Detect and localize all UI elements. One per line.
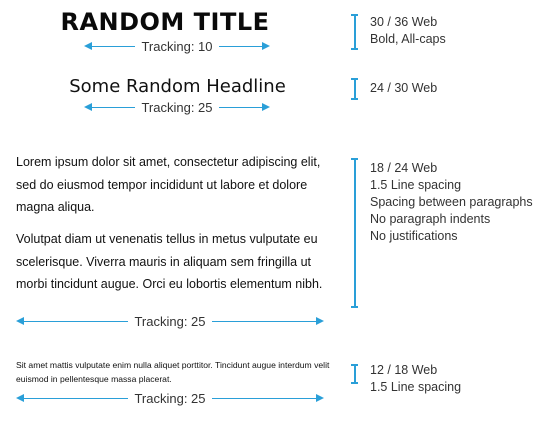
line-height-cap-bottom [351,382,358,384]
line-height-cap-bottom [351,98,358,100]
sample-title-text: RANDOM TITLE [60,8,270,36]
spec-line: Spacing between paragraphs [370,195,533,209]
line-height-bar [354,158,356,308]
line-height-cap-bottom [351,48,358,50]
small-paragraph: Sit amet mattis vulputate enim nulla ali… [16,360,330,384]
spec-line: Bold, All-caps [370,32,446,46]
arrow-right-icon [262,103,270,111]
spec-line: No justifications [370,229,458,243]
arrow-left-icon [16,317,24,325]
arrow-left-icon [84,42,92,50]
body-paragraph: Lorem ipsum dolor sit amet, consectetur … [16,155,321,214]
arrow-right-icon [316,394,324,402]
line-height-cap-top [351,78,358,80]
arrow-right-icon [262,42,270,50]
spec-line: 18 / 24 Web [370,161,438,175]
line-height-cap-top [351,14,358,16]
sample-headline-text: Some Random Headline [69,76,286,97]
spec-line: 24 / 30 Web [370,81,438,95]
spec-line: No paragraph indents [370,212,491,226]
tracking-indicator-small: Tracking: 25 [16,390,324,406]
spec-small: 12 / 18 Web 1.5 Line spacing [370,362,461,396]
tracking-label: Tracking: 25 [128,391,212,406]
tracking-label: Tracking: 25 [128,314,212,329]
spec-line: 1.5 Line spacing [370,380,462,394]
line-height-cap-top [351,364,358,366]
arrow-left-icon [84,103,92,111]
tracking-indicator-title: Tracking: 10 [84,38,270,54]
line-height-cap-bottom [351,306,358,308]
arrow-left-icon [16,394,24,402]
line-height-bar [354,78,356,100]
tracking-indicator-headline: Tracking: 25 [84,99,270,115]
tracking-label: Tracking: 25 [135,100,219,115]
body-paragraph: Volutpat diam ut venenatis tellus in met… [16,232,323,291]
line-height-bar [354,364,356,384]
spec-title: 30 / 36 Web Bold, All-caps [370,14,446,48]
arrow-right-icon [316,317,324,325]
tracking-indicator-body: Tracking: 25 [16,313,324,329]
spec-line: 1.5 Line spacing [370,178,462,192]
spec-headline: 24 / 30 Web [370,80,437,97]
line-height-cap-top [351,158,358,160]
spec-body: 18 / 24 Web 1.5 Line spacing Spacing bet… [370,160,533,245]
spec-line: 12 / 18 Web [370,363,438,377]
tracking-label: Tracking: 10 [135,39,219,54]
line-height-bar [354,14,356,50]
spec-line: 30 / 36 Web [370,15,438,29]
